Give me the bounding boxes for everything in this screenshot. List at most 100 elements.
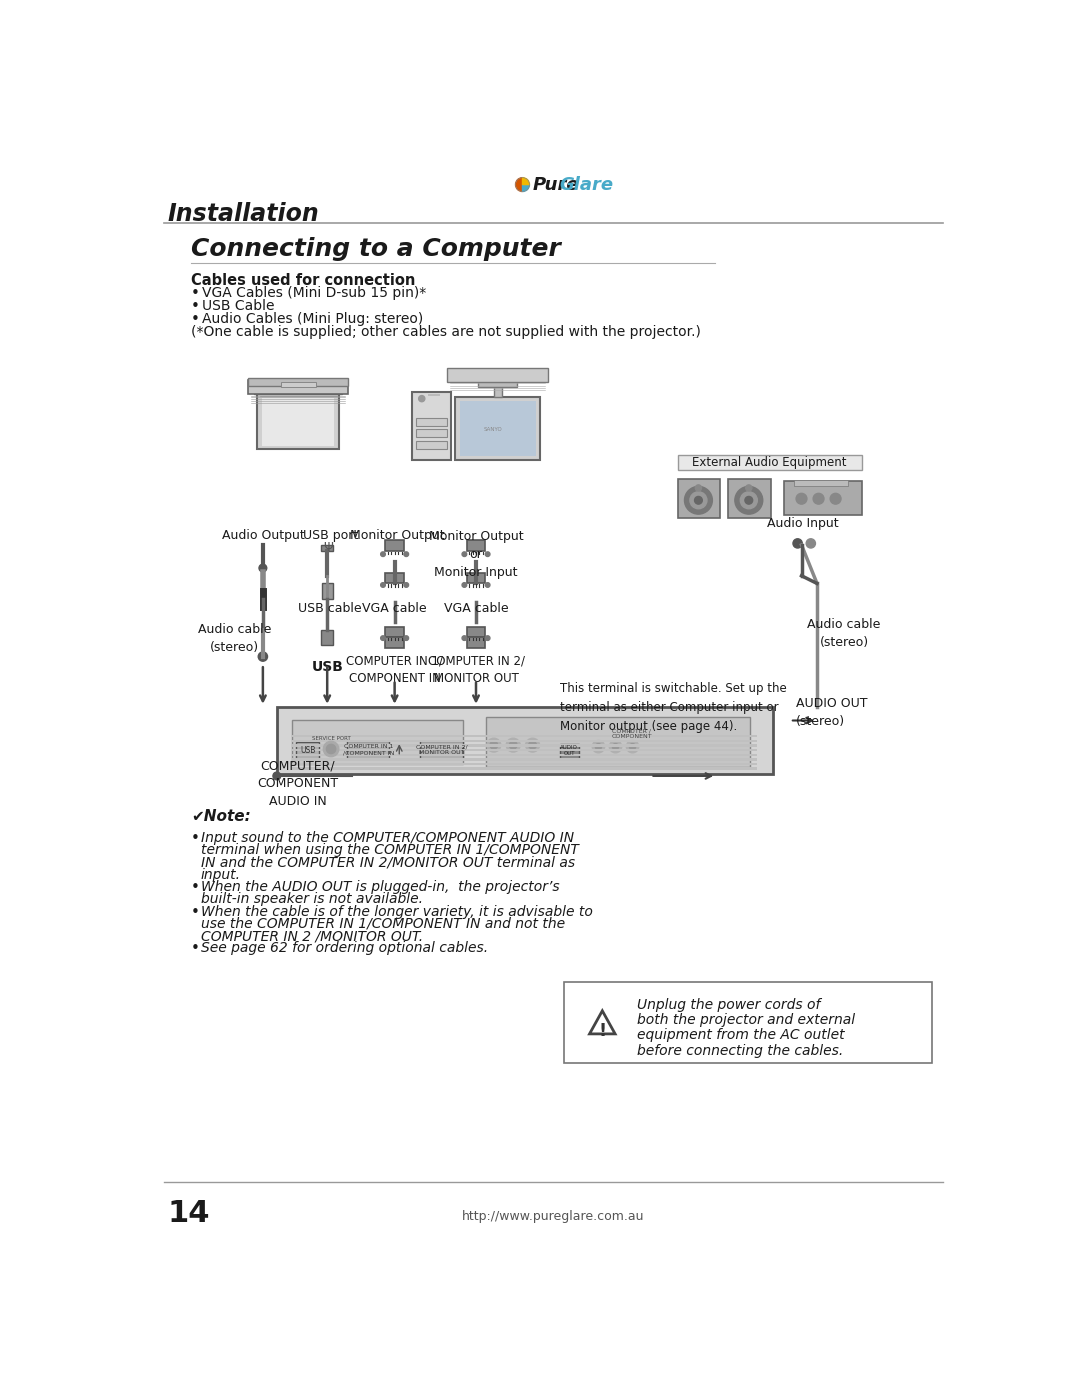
Text: Cables used for connection: Cables used for connection (191, 272, 415, 288)
Circle shape (696, 485, 702, 490)
Text: •: • (191, 880, 200, 895)
Bar (322, 584, 333, 599)
Circle shape (490, 742, 498, 749)
Text: !: ! (598, 1021, 606, 1039)
Bar (386, 637, 404, 648)
Bar (467, 637, 485, 648)
Text: Monitor Output: Monitor Output (350, 529, 445, 542)
Circle shape (745, 485, 752, 490)
Circle shape (793, 539, 802, 548)
Text: USB: USB (311, 659, 343, 673)
Circle shape (609, 740, 622, 753)
Circle shape (510, 742, 517, 749)
Bar (248, 380, 348, 394)
Text: VGA Cables (Mini D-sub 15 pin)*: VGA Cables (Mini D-sub 15 pin)* (202, 286, 426, 300)
Circle shape (526, 738, 540, 752)
Circle shape (690, 492, 707, 509)
Text: Ψ: Ψ (323, 541, 333, 553)
Text: SANYO: SANYO (484, 427, 502, 432)
Text: AUDIO
OUT: AUDIO OUT (561, 745, 578, 756)
Bar (416, 441, 447, 448)
Circle shape (806, 539, 815, 548)
Circle shape (404, 636, 408, 640)
Polygon shape (590, 1011, 616, 1034)
Circle shape (259, 564, 267, 571)
Text: USB Cable: USB Cable (202, 299, 274, 313)
Bar (460, 401, 536, 457)
Text: equipment from the AC outlet: equipment from the AC outlet (637, 1028, 845, 1042)
Bar (564, 982, 932, 1063)
Bar (455, 397, 540, 460)
Circle shape (630, 743, 636, 750)
Circle shape (796, 493, 807, 504)
Bar (293, 745, 757, 746)
Text: (*One cable is supplied; other cables are not supplied with the projector.): (*One cable is supplied; other cables ar… (191, 326, 701, 339)
Circle shape (734, 486, 762, 514)
Bar (281, 381, 315, 387)
Bar (478, 381, 517, 387)
Text: terminal when using the COMPUTER IN 1/COMPONENT: terminal when using the COMPUTER IN 1/CO… (201, 842, 579, 856)
Circle shape (404, 583, 408, 587)
Text: Connecting to a Computer: Connecting to a Computer (191, 237, 561, 261)
Text: SERVICE PORT: SERVICE PORT (312, 736, 350, 742)
Text: AUDIO OUT
(stereo): AUDIO OUT (stereo) (796, 697, 867, 728)
Text: Pure: Pure (532, 176, 579, 194)
Bar (467, 541, 485, 550)
Text: •: • (191, 285, 200, 300)
Text: before connecting the cables.: before connecting the cables. (637, 1044, 843, 1058)
Bar (293, 740, 757, 742)
Bar (494, 384, 501, 397)
Circle shape (485, 636, 490, 640)
Circle shape (485, 583, 490, 587)
Text: both the projector and external: both the projector and external (637, 1013, 855, 1027)
Bar (296, 742, 320, 759)
Circle shape (404, 552, 408, 556)
Circle shape (380, 636, 386, 640)
Text: COMPUTER /
COMPONENT: COMPUTER / COMPONENT (611, 728, 652, 739)
Circle shape (595, 743, 602, 750)
Bar (559, 743, 579, 759)
Bar (347, 740, 389, 759)
Text: This terminal is switchable. Set up the
terminal as either Computer input or
Mon: This terminal is switchable. Set up the … (561, 682, 787, 733)
Bar (293, 763, 757, 766)
Circle shape (745, 496, 753, 504)
Text: built-in speaker is not available.: built-in speaker is not available. (201, 893, 423, 907)
Bar (386, 627, 404, 637)
Circle shape (685, 486, 713, 514)
Text: COMPUTER/
COMPONENT
AUDIO IN: COMPUTER/ COMPONENT AUDIO IN (257, 759, 338, 807)
Text: COMPUTER IN 2 /MONITOR OUT.: COMPUTER IN 2 /MONITOR OUT. (201, 929, 423, 943)
Circle shape (462, 636, 467, 640)
Text: See page 62 for ordering optional cables.: See page 62 for ordering optional cables… (201, 942, 488, 956)
Bar (386, 541, 404, 550)
Circle shape (740, 492, 757, 509)
Bar (293, 735, 757, 738)
Text: External Audio Equipment: External Audio Equipment (692, 455, 847, 469)
Bar (428, 394, 440, 397)
Bar (321, 545, 334, 550)
Bar (677, 455, 862, 471)
Wedge shape (523, 177, 529, 184)
Text: USB cable: USB cable (298, 602, 362, 615)
Text: USB port: USB port (302, 529, 357, 542)
Text: Audio Input: Audio Input (767, 517, 839, 529)
Bar (262, 398, 334, 446)
Circle shape (419, 395, 424, 402)
Text: COMPUTER IN 2/
MONITOR OUT: COMPUTER IN 2/ MONITOR OUT (428, 654, 525, 685)
Text: •: • (191, 942, 200, 957)
Text: Installation: Installation (167, 201, 320, 226)
Circle shape (626, 740, 638, 753)
Bar (321, 630, 334, 645)
Circle shape (462, 583, 467, 587)
Text: COMPUTER IN 1/
COMPONENT IN: COMPUTER IN 1/ COMPONENT IN (346, 654, 443, 685)
Bar (257, 394, 339, 450)
Text: COMPUTER IN 1
/COMPONENT IN: COMPUTER IN 1 /COMPONENT IN (342, 745, 394, 756)
Bar (486, 717, 750, 767)
Text: ✔Note:: ✔Note: (191, 809, 251, 824)
Text: Monitor Output
or
Monitor Input: Monitor Output or Monitor Input (429, 529, 524, 578)
Bar (467, 627, 485, 637)
Circle shape (258, 652, 268, 661)
Bar (248, 377, 348, 386)
Circle shape (485, 552, 490, 556)
Text: IN and the COMPUTER IN 2/MONITOR OUT terminal as: IN and the COMPUTER IN 2/MONITOR OUT ter… (201, 855, 575, 869)
Circle shape (507, 738, 521, 752)
